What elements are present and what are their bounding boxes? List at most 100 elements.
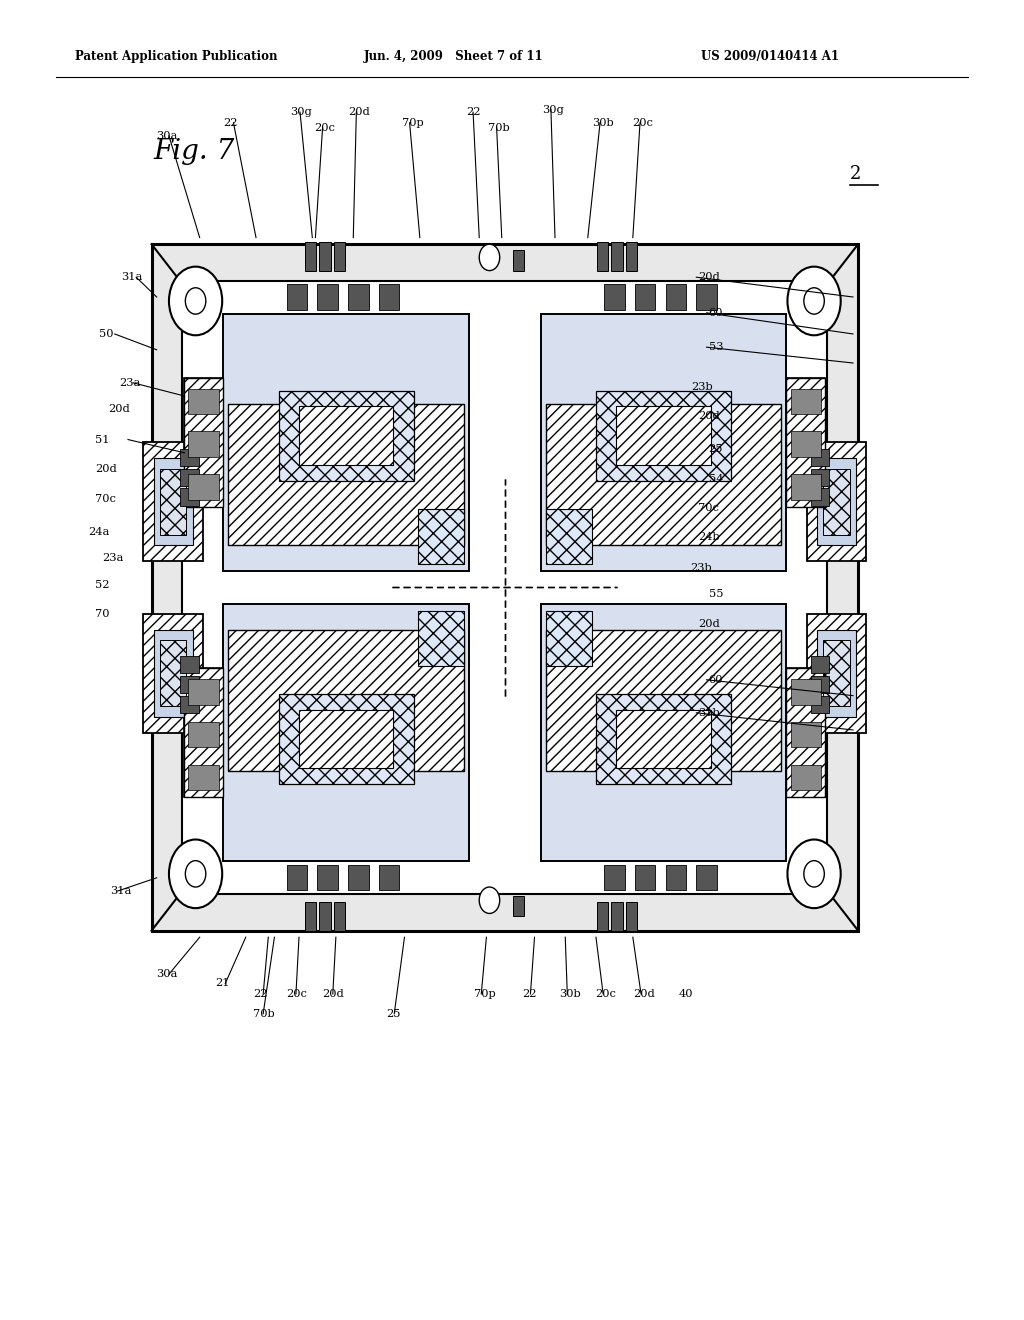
Bar — [223, 605, 469, 862]
Bar — [811, 488, 829, 506]
Bar — [546, 630, 781, 771]
Text: 20d: 20d — [698, 272, 720, 282]
Bar — [635, 285, 655, 310]
Text: 55: 55 — [709, 589, 723, 599]
Bar — [791, 764, 821, 791]
Text: 60: 60 — [709, 308, 723, 318]
Bar — [299, 710, 393, 768]
Bar — [611, 242, 623, 271]
Circle shape — [804, 288, 824, 314]
Circle shape — [787, 840, 841, 908]
Text: 21: 21 — [215, 978, 229, 989]
Bar — [597, 902, 608, 931]
Bar — [616, 407, 711, 465]
Bar — [154, 458, 193, 545]
Bar — [817, 458, 856, 545]
Bar — [513, 896, 524, 916]
Bar — [188, 432, 219, 457]
Text: US 2009/0140414 A1: US 2009/0140414 A1 — [701, 50, 840, 63]
Bar — [180, 469, 199, 486]
Text: 23b: 23b — [690, 562, 712, 573]
Bar — [305, 902, 316, 931]
Bar — [143, 442, 203, 561]
Bar — [317, 866, 338, 891]
Text: 70c: 70c — [95, 494, 116, 504]
Text: 54: 54 — [709, 474, 723, 484]
Circle shape — [169, 840, 222, 908]
Text: 25: 25 — [709, 444, 723, 454]
Text: 31a: 31a — [121, 272, 142, 282]
Bar — [223, 314, 469, 572]
Text: 22: 22 — [466, 107, 480, 117]
Text: 70: 70 — [95, 609, 110, 619]
Bar — [546, 610, 592, 667]
Bar — [418, 610, 464, 667]
Bar — [807, 614, 866, 733]
Bar — [811, 696, 829, 713]
Bar — [228, 630, 464, 771]
Bar — [180, 656, 199, 673]
Bar — [319, 242, 331, 271]
Bar — [279, 694, 414, 784]
Bar — [786, 378, 825, 507]
Bar — [823, 640, 850, 706]
Bar — [299, 407, 393, 465]
Bar — [541, 314, 786, 572]
Bar — [143, 614, 203, 733]
Bar — [791, 474, 821, 500]
Text: 20c: 20c — [595, 989, 615, 999]
Bar — [305, 242, 316, 271]
Bar — [184, 378, 223, 507]
Bar — [228, 404, 464, 545]
Bar — [696, 866, 717, 891]
Bar — [811, 676, 829, 693]
Bar — [811, 656, 829, 673]
Text: 50: 50 — [99, 329, 114, 339]
Text: 51: 51 — [95, 434, 110, 445]
Text: 40: 40 — [679, 989, 693, 999]
Bar — [188, 474, 219, 500]
Bar — [541, 605, 786, 862]
Text: 20c: 20c — [632, 117, 652, 128]
Bar — [546, 404, 781, 545]
Text: 30a: 30a — [156, 969, 177, 979]
Text: 20d: 20d — [323, 989, 344, 999]
Bar — [791, 722, 821, 747]
Bar — [666, 285, 686, 310]
Text: 24a: 24a — [88, 527, 110, 537]
Bar — [786, 668, 825, 797]
Text: 60: 60 — [709, 675, 723, 685]
Bar — [334, 902, 345, 931]
Circle shape — [185, 288, 206, 314]
Bar — [184, 378, 223, 507]
Bar — [379, 285, 399, 310]
Bar — [188, 388, 219, 414]
Bar — [154, 630, 193, 717]
Text: 70p: 70p — [474, 989, 496, 999]
Circle shape — [185, 861, 206, 887]
Bar — [597, 242, 608, 271]
Bar — [611, 902, 623, 931]
Bar — [626, 902, 637, 931]
Text: 2: 2 — [850, 165, 861, 183]
Bar — [418, 510, 464, 565]
Bar — [180, 488, 199, 506]
Text: 22: 22 — [253, 989, 267, 999]
Text: 70b: 70b — [488, 123, 510, 133]
Text: 70b: 70b — [253, 1008, 274, 1019]
Bar — [786, 668, 825, 797]
Bar — [604, 866, 625, 891]
Bar — [604, 285, 625, 310]
Bar — [823, 469, 850, 535]
Bar — [817, 630, 856, 717]
Text: 30b: 30b — [592, 117, 613, 128]
Circle shape — [787, 267, 841, 335]
Text: 22: 22 — [522, 989, 537, 999]
Text: 30g: 30g — [290, 107, 311, 117]
Text: 70p: 70p — [402, 117, 424, 128]
Circle shape — [804, 861, 824, 887]
Circle shape — [169, 267, 222, 335]
Bar — [379, 866, 399, 891]
Bar — [348, 285, 369, 310]
Text: 24b: 24b — [698, 532, 720, 543]
